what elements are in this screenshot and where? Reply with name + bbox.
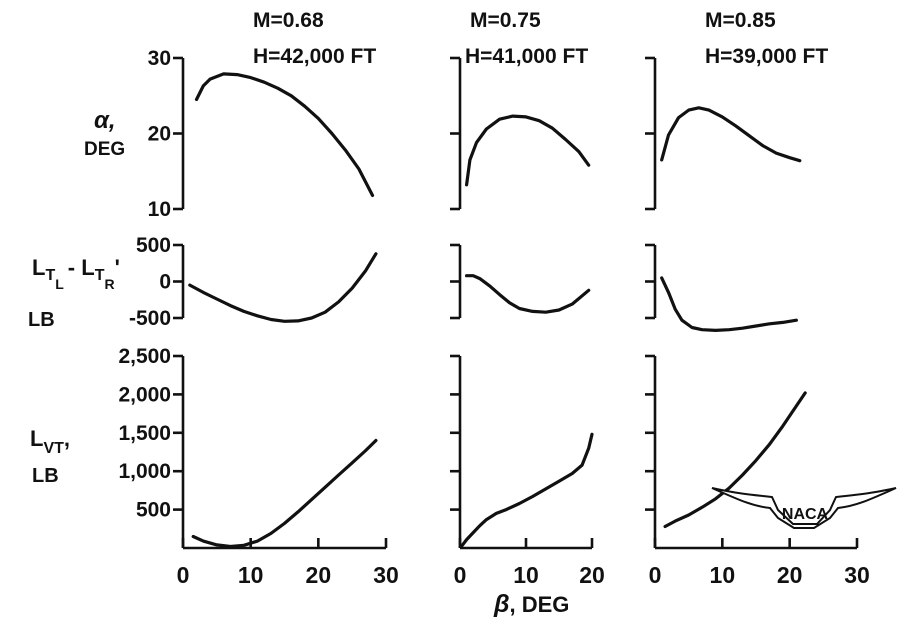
y-tick-label-r2-0: 500	[136, 234, 171, 257]
curve-alpha-p1	[194, 72, 375, 197]
lt-diff-ylabel-main: L	[32, 255, 45, 280]
axes-group: 30 20 10 500 0 -500 2,500 2,000 1,500 1,000 500	[118, 47, 859, 550]
x-tick-label-p1-1: 10	[238, 562, 264, 588]
lt-diff-ylabel-sub1-sub: L	[55, 276, 64, 292]
x-tick-label-p2-0: 0	[454, 562, 467, 588]
y-tick-label-r3-0: 2,500	[118, 345, 171, 368]
lt-diff-ylabel-comma: '	[115, 255, 120, 280]
y-tick-label-r3-3: 1,000	[118, 460, 171, 483]
lt-diff-ylabel-minus: - L	[68, 255, 95, 280]
alpha-ylabel-line-1: α,	[94, 107, 116, 134]
x-axis-label: β, DEG	[493, 590, 569, 618]
panel-2-mach: M=0.75	[470, 9, 541, 32]
y-axis-labels: α, DEG LTL- LTR' LB LVT, LB	[28, 107, 125, 487]
curve-lt_diff-p1	[188, 252, 378, 323]
y-tick-label-r1-2: 10	[148, 198, 171, 221]
x-tick-label-p1-3: 30	[373, 562, 399, 588]
x-axis-label-symbol: β	[493, 590, 510, 618]
y-tick-label-r3-1: 2,000	[118, 383, 171, 406]
naca-logo-wings	[711, 487, 897, 529]
curve-alpha-p2	[465, 114, 591, 187]
y-tick-label-r1-1: 20	[148, 123, 171, 146]
panel-3-mach: M=0.85	[705, 9, 776, 32]
curve-lvt-p3	[663, 391, 807, 529]
lvt-ylabel: LVT,	[30, 426, 70, 457]
curve-lt_diff-p2	[465, 274, 591, 314]
panel-3-altitude: H=39,000 FT	[705, 45, 828, 68]
lvt-ylabel-main: L	[30, 426, 43, 451]
x-tick-labels: 0 10 20 30 0 10 20 0 10 20 30	[177, 562, 870, 588]
curve-lvt-p1	[191, 438, 378, 549]
panel-headers: M=0.68 H=42,000 FT M=0.75 H=41,000 FT M=…	[253, 9, 828, 68]
y-tick-label-r3-2: 1,500	[118, 422, 171, 445]
lvt-ylabel-unit: LB	[32, 465, 59, 487]
curve-lvt-p2	[460, 432, 594, 548]
curves-group	[188, 72, 807, 549]
naca-logo-text: NACA	[782, 506, 829, 523]
lvt-ylabel-sub: VT	[43, 440, 64, 457]
lt-diff-ylabel-sub1: T	[45, 267, 55, 284]
y-tick-label-r2-2: -500	[129, 307, 171, 330]
panel-1-mach: M=0.68	[253, 9, 324, 32]
lvt-ylabel-comma: ,	[64, 426, 70, 451]
x-tick-label-p1-0: 0	[177, 562, 190, 588]
naca-logo: NACA	[711, 487, 897, 529]
lt-diff-ylabel-sub2-sub: R	[104, 276, 114, 292]
lt-diff-ylabel-unit: LB	[28, 309, 55, 331]
x-tick-label-p3-2: 20	[777, 562, 803, 588]
x-tick-label-p2-1: 10	[513, 562, 539, 588]
y-tick-label-r2-1: 0	[159, 271, 171, 294]
curve-alpha-p3	[660, 106, 802, 163]
x-tick-label-p3-3: 30	[844, 562, 870, 588]
y-tick-label-r3-4: 500	[136, 499, 171, 522]
lt-diff-ylabel-sub2: T	[95, 267, 105, 284]
y-tick-label-r1-0: 30	[148, 47, 171, 70]
x-tick-label-p1-2: 20	[306, 562, 332, 588]
x-axis-label-text: , DEG	[510, 592, 570, 617]
panel-2-altitude: H=41,000 FT	[465, 45, 588, 68]
lt-diff-ylabel: LTL- LTR'	[32, 255, 120, 292]
x-tick-label-p3-0: 0	[649, 562, 662, 588]
alpha-ylabel-line-2: DEG	[84, 139, 125, 160]
x-tick-label-p3-1: 10	[710, 562, 736, 588]
x-tick-label-p2-2: 20	[579, 562, 605, 588]
panel-1-altitude: H=42,000 FT	[253, 45, 376, 68]
curve-lt_diff-p3	[660, 276, 798, 332]
